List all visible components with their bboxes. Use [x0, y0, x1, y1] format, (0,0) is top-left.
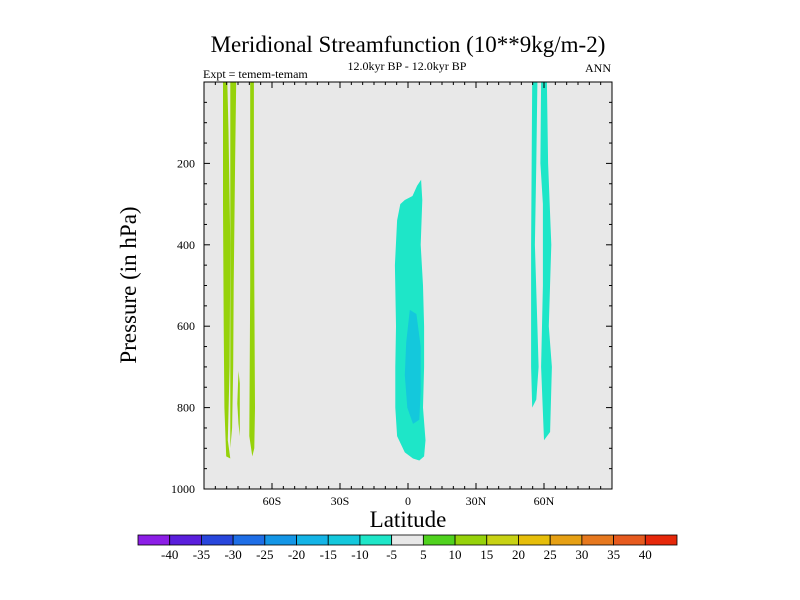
period-subtitle: 12.0kyr BP - 12.0kyr BP — [348, 59, 467, 73]
experiment-subtitle: Expt = temem-temam — [203, 67, 308, 81]
colorbar-label: -25 — [256, 547, 273, 562]
colorbar-swatch — [327, 534, 361, 546]
colorbar-swatch — [264, 534, 297, 546]
colorbar-label: 30 — [575, 547, 588, 562]
x-tick-label: 30S — [331, 494, 350, 508]
contour-sliver-75s — [237, 371, 240, 437]
colorbar-swatch — [644, 534, 678, 546]
plot-area — [203, 81, 613, 490]
colorbar-label: -35 — [193, 547, 210, 562]
x-tick-label: 60N — [534, 494, 555, 508]
colorbar-swatch — [581, 534, 614, 546]
y-tick-label: 400 — [177, 238, 195, 252]
y-tick-label: 200 — [177, 156, 195, 170]
y-axis-ticks: 200 400 600 800 1000 — [171, 101, 612, 496]
contour-band-80s — [223, 82, 231, 459]
colorbar-swatch — [137, 534, 171, 546]
colorbar: -40 -35 -30 -25 -20 -15 -10 -5 5 10 15 20 25 30 35 40 — [137, 534, 678, 562]
colorbar-label: 40 — [639, 547, 652, 562]
colorbar-label: -10 — [351, 547, 368, 562]
colorbar-swatch — [169, 534, 202, 546]
colorbar-label: -15 — [320, 547, 337, 562]
x-axis-label: Latitude — [370, 507, 447, 532]
colorbar-swatch — [359, 534, 393, 546]
colorbar-swatch — [486, 534, 519, 546]
colorbar-swatch — [391, 534, 424, 546]
season-subtitle: ANN — [585, 61, 611, 75]
y-axis-label: Pressure (in hPa) — [116, 206, 141, 363]
colorbar-label: 15 — [480, 547, 493, 562]
colorbar-swatch — [454, 534, 488, 546]
colorbar-label: -30 — [224, 547, 241, 562]
colorbar-label: 35 — [607, 547, 620, 562]
y-tick-label: 1000 — [171, 482, 195, 496]
colorbar-label: 10 — [449, 547, 462, 562]
colorbar-swatch — [549, 534, 583, 546]
colorbar-swatch — [613, 534, 646, 546]
colorbar-swatch — [201, 534, 234, 546]
colorbar-label: -20 — [288, 547, 305, 562]
colorbar-swatch — [422, 534, 456, 546]
colorbar-label: -5 — [386, 547, 397, 562]
y-tick-label: 600 — [177, 319, 195, 333]
y-tick-label: 800 — [177, 401, 195, 415]
colorbar-label: 20 — [512, 547, 525, 562]
x-tick-label: 30N — [466, 494, 487, 508]
colorbar-swatch — [296, 534, 329, 546]
contour-band-76s — [230, 82, 237, 449]
colorbar-label: 25 — [544, 547, 557, 562]
colorbar-label: -40 — [161, 547, 178, 562]
contour-band-61n — [540, 82, 552, 441]
contour-equatorial-core — [404, 309, 421, 424]
contour-band-56n — [531, 82, 539, 408]
x-tick-label: 0 — [405, 494, 411, 508]
x-tick-label: 60S — [263, 494, 282, 508]
x-axis-ticks: 60S 30S 0 30N 60N — [214, 82, 602, 508]
chart-title: Meridional Streamfunction (10**9kg/m-2) — [211, 32, 606, 57]
colorbar-swatch — [232, 534, 266, 546]
contour-band-69s — [249, 82, 255, 457]
colorbar-label: 5 — [420, 547, 427, 562]
colorbar-swatch — [518, 534, 551, 546]
